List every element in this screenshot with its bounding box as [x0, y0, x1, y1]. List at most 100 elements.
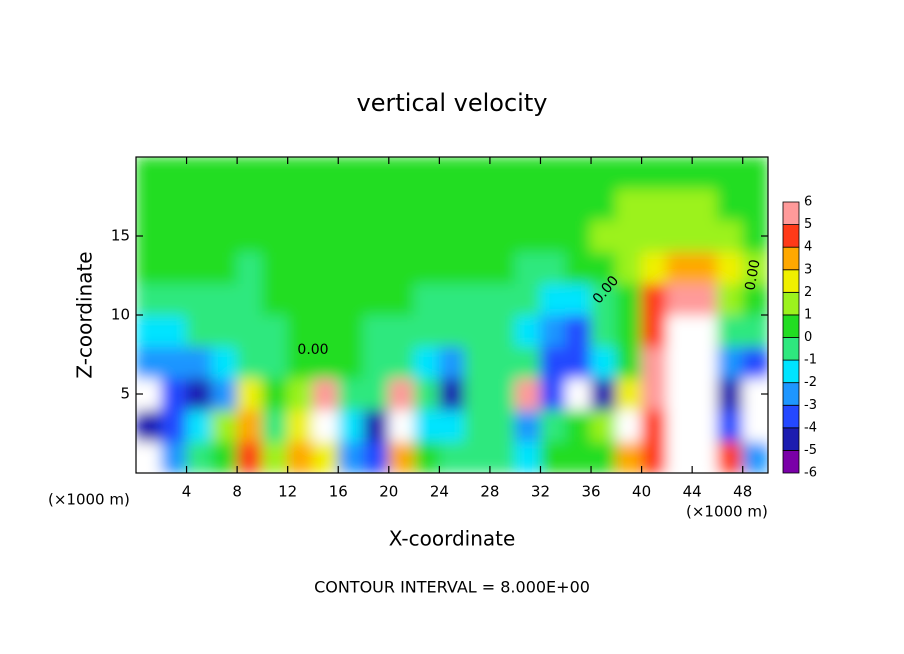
field-cell — [261, 251, 289, 284]
colorbar-box — [782, 404, 800, 429]
field-cell — [615, 440, 643, 473]
field-cell — [211, 409, 238, 442]
field-cell — [312, 346, 339, 379]
field-cell — [136, 157, 162, 190]
field-cell — [742, 346, 768, 379]
field-cell — [514, 377, 541, 411]
field-cell — [363, 377, 390, 411]
colorbar-label: 2 — [804, 285, 812, 300]
field-cell — [337, 346, 365, 379]
field-cell — [590, 282, 617, 316]
field-cell — [539, 219, 567, 253]
field-cell — [742, 251, 768, 284]
field-cell — [691, 346, 718, 379]
field-cell — [186, 440, 213, 473]
field-cell — [590, 440, 617, 473]
field-cell — [641, 346, 668, 379]
field-cell — [489, 188, 516, 221]
field-cell — [742, 440, 768, 473]
field-cell — [716, 377, 744, 411]
field-cell — [160, 314, 188, 348]
footer: CONTOUR INTERVAL = 8.000E+00 — [314, 578, 590, 597]
field-cell — [160, 440, 188, 473]
field-cell — [363, 157, 390, 190]
field-cell — [136, 409, 162, 442]
field-cell — [261, 314, 289, 348]
field-cell — [337, 282, 365, 316]
field-cell — [641, 251, 668, 284]
field-cell — [236, 219, 263, 253]
field-cell — [438, 219, 466, 253]
field-cell — [539, 409, 567, 442]
field-cell — [413, 188, 440, 221]
field-cell — [160, 251, 188, 284]
colorbar-label: 3 — [804, 262, 812, 277]
field-cell — [514, 346, 541, 379]
field-cell — [211, 377, 238, 411]
field-cell — [136, 346, 162, 379]
field-cell — [691, 251, 718, 284]
field-cell — [565, 188, 592, 221]
field-cell — [666, 282, 693, 316]
field-cell — [236, 377, 263, 411]
field-cell — [312, 188, 339, 221]
field-cell — [337, 377, 365, 411]
field-cell — [590, 314, 617, 348]
field-cell — [438, 251, 466, 284]
field-cell — [615, 219, 643, 253]
field-cell — [413, 377, 440, 411]
field-cell — [413, 440, 440, 473]
field-cell — [464, 377, 491, 411]
colorbar-box — [782, 269, 800, 293]
x-tick-label: 4 — [182, 483, 192, 501]
field-cell — [590, 157, 617, 190]
field-cell — [590, 188, 617, 221]
field-cell — [666, 251, 693, 284]
field-cell — [186, 282, 213, 316]
field-cell — [287, 282, 314, 316]
field-cell — [539, 188, 567, 221]
y-tick-label: 10 — [111, 306, 130, 324]
x-tick-label: 36 — [581, 483, 600, 501]
field-cell — [160, 219, 188, 253]
colorbar-box — [782, 450, 800, 474]
colorbar-box — [782, 359, 800, 384]
field-cell — [413, 251, 440, 284]
field-cell — [464, 409, 491, 442]
colorbar-box — [782, 314, 800, 338]
field-cell — [489, 377, 516, 411]
field-cell — [539, 377, 567, 411]
x-tick-label: 44 — [683, 483, 702, 501]
field-cell — [337, 251, 365, 284]
field-cell — [186, 219, 213, 253]
field-cell — [287, 219, 314, 253]
field-cell — [261, 219, 289, 253]
field-cell — [716, 251, 744, 284]
colorbar-box — [782, 201, 800, 225]
field-cell — [464, 157, 491, 190]
field-cell — [438, 314, 466, 348]
field-cell — [160, 282, 188, 316]
field-cell — [312, 377, 339, 411]
field-cell — [565, 157, 592, 190]
field-cell — [666, 188, 693, 221]
field-cell — [363, 282, 390, 316]
chart-title: vertical velocity — [357, 89, 548, 117]
field-cell — [716, 346, 744, 379]
y-axis-title: Z-coordinate — [73, 251, 97, 378]
colorbar-label: -5 — [804, 443, 817, 458]
field-cell — [261, 440, 289, 473]
field-cell — [136, 188, 162, 221]
field-cell — [666, 157, 693, 190]
field-cell — [337, 440, 365, 473]
field-cell — [160, 346, 188, 379]
field-cell — [742, 157, 768, 190]
field-cell — [691, 314, 718, 348]
field-cell — [565, 377, 592, 411]
field-cell — [691, 219, 718, 253]
field-cell — [438, 157, 466, 190]
field-cell — [464, 314, 491, 348]
colorbar: -6 -5 -4 -3 -2 -1 0 1 2 3 4 5 6 — [782, 195, 817, 481]
field-clip — [136, 157, 768, 473]
field-cell — [413, 157, 440, 190]
